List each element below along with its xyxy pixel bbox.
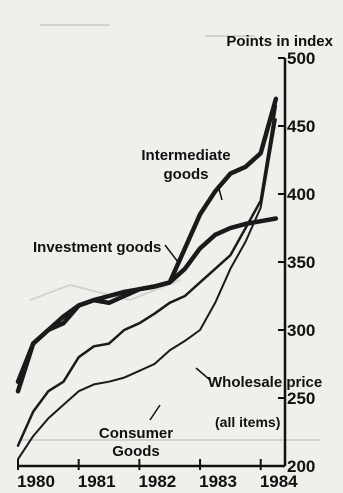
y-tick-label: 300 (287, 321, 315, 340)
y-tick-label: 250 (287, 389, 315, 408)
y-tick-label: 200 (287, 457, 315, 476)
pointer-consumer-goods (149, 404, 161, 421)
label-consumer-goods-line2: Goods (112, 443, 160, 460)
series-line-consumer-goods (17, 118, 277, 461)
y-tick-label: 350 (287, 253, 315, 272)
y-tick-label: 450 (287, 117, 315, 136)
y-tick-label: 500 (287, 49, 315, 68)
x-axis-ticks: 1980 1981 1982 1983 1984 (17, 459, 298, 491)
label-intermediate-goods: Intermediate (141, 147, 230, 164)
pointer-intermediate-goods (217, 184, 223, 201)
x-tick-label: 1982 (138, 472, 176, 491)
label-pointers (149, 184, 223, 421)
x-tick-label: 1983 (199, 472, 237, 491)
series-labels: Intermediate goods Investment goods Whol… (33, 147, 322, 460)
x-tick-label: 1984 (260, 472, 298, 491)
label-investment-goods: Investment goods (33, 239, 161, 256)
series-lines (15, 96, 279, 461)
x-tick-label: 1981 (78, 472, 116, 491)
label-wholesale-price: Wholesale price (208, 374, 322, 391)
label-wholesale-price-note: (all items) (215, 414, 280, 430)
x-tick-label: 1980 (17, 472, 55, 491)
y-tick-label: 400 (287, 185, 315, 204)
bleed-through-texture (20, 24, 320, 441)
series-line-investment-goods (15, 216, 279, 384)
y-axis-ticks: 200 250 300 350 400 450 500 (278, 49, 315, 476)
pointer-investment-goods (164, 244, 179, 263)
label-consumer-goods: Consumer (99, 425, 173, 442)
series-line-wholesale-price (16, 104, 278, 447)
label-intermediate-goods-line2: goods (164, 166, 209, 183)
y-axis-title: Points in index (226, 33, 333, 50)
pointer-wholesale-price (195, 367, 211, 381)
